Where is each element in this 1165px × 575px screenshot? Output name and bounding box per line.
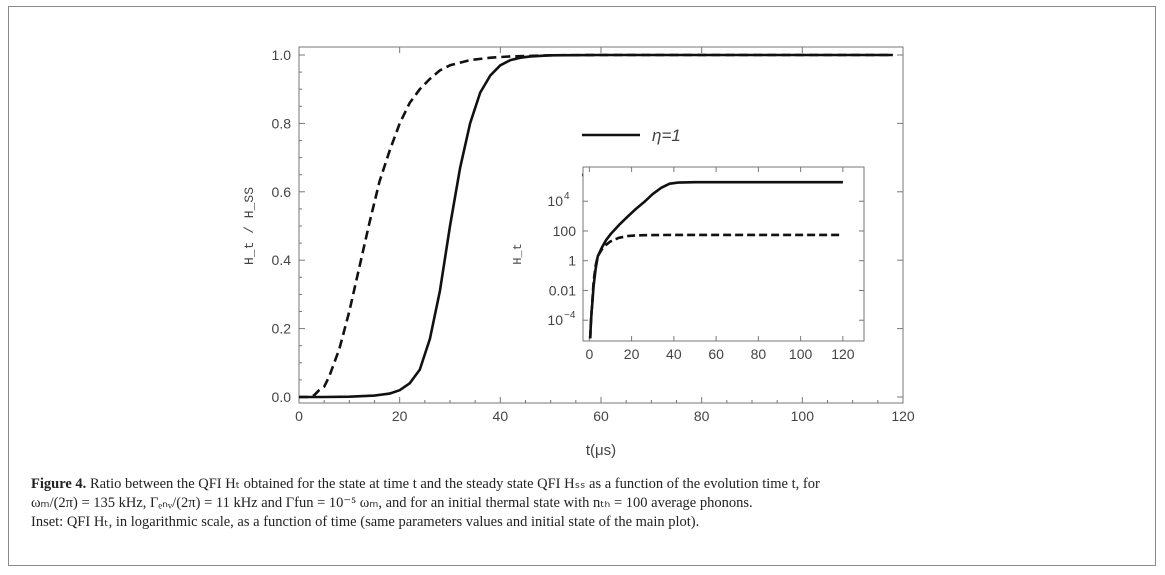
main-x-tick-label: 80 (694, 408, 710, 424)
caption-text-1: Ratio between the QFI Hₜ obtained for th… (86, 476, 820, 492)
inset-y-tick-label: 1 (568, 253, 576, 269)
main-x-tick-label: 120 (891, 408, 915, 424)
inset-y-axis-label: H_t (511, 243, 525, 265)
caption-line-2: ωₘ/(2π) = 135 kHz, Γₑₙᵥ/(2π) = 11 kHz an… (31, 495, 753, 511)
inset-x-tick-label: 120 (831, 346, 855, 362)
main-x-tick-label: 0 (295, 408, 303, 424)
inset-series-line-1 (588, 180, 843, 339)
main-y-axis-label: H_t / H_SS (242, 187, 257, 265)
main-x-tick-label: 40 (493, 408, 509, 424)
inset-y-tick-exponent: −4 (564, 310, 576, 321)
main-y-tick-label: 0.8 (272, 115, 292, 131)
figure-caption: Figure 4. Ratio between the QFI Hₜ obtai… (31, 475, 1151, 532)
inset-y-tick-label: 0.01 (549, 282, 576, 298)
main-x-tick-label: 60 (593, 408, 609, 424)
caption-label: Figure 4. (31, 476, 87, 492)
inset-x-tick-label: 100 (789, 346, 813, 362)
main-y-tick-label: 0.4 (272, 252, 292, 268)
inset-plot-frame (582, 166, 865, 342)
main-x-tick-label: 20 (392, 408, 408, 424)
main-x-tick-label: 100 (791, 408, 815, 424)
inset-y-tick-label: 10 (547, 193, 563, 209)
inset-x-tick-label: 0 (585, 346, 593, 362)
main-y-tick-label: 0.6 (272, 184, 292, 200)
main-y-tick-label: 0.0 (272, 389, 292, 405)
inset-x-tick-label: 80 (751, 346, 767, 362)
caption-line-1: Figure 4. Ratio between the QFI Hₜ obtai… (31, 475, 1151, 494)
figure-chart: 0 20 40 60 80 100 1200.00.20.40.60.81.0t(μs)H_… (242, 46, 915, 459)
inset-x-tick-label: 20 (624, 346, 640, 362)
inset-y-tick-label: 10 (547, 312, 563, 328)
legend-label-1: η=1 (652, 126, 681, 145)
main-series-line-2 (299, 53, 893, 399)
inset-x-tick-label: 60 (708, 346, 724, 362)
figure-frame: 0 20 40 60 80 100 120 0.0 0.2 0.4 0.6 0.8 1.0 t(μs) H_… (8, 6, 1156, 566)
inset-y-tick-label: 100 (553, 223, 577, 239)
main-y-tick-label: 0.2 (272, 321, 292, 337)
main-y-tick-label: 1.0 (272, 47, 292, 63)
inset-x-tick-label: 40 (666, 346, 682, 362)
inset-y-tick-exponent: 4 (564, 191, 570, 202)
caption-line-3: Inset: QFI Hₜ, in logarithmic scale, as … (31, 514, 700, 530)
inset-series-line-2 (588, 233, 843, 339)
main-x-axis-label: t(μs) (586, 442, 616, 459)
